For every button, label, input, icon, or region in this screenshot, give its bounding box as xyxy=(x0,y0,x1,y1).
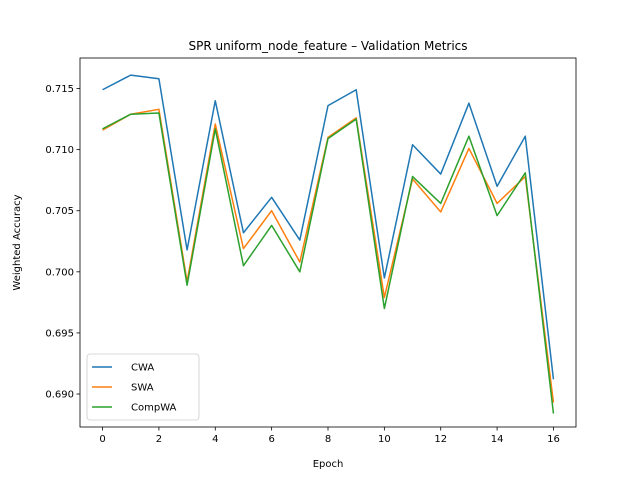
legend-box xyxy=(86,353,200,421)
y-tick-label: 0.710 xyxy=(45,145,74,156)
legend-label: CompWA xyxy=(131,403,177,414)
x-tick-label: 10 xyxy=(378,434,391,445)
x-tick-label: 16 xyxy=(547,434,560,445)
x-tick-label: 0 xyxy=(99,434,105,445)
x-tick-label: 4 xyxy=(212,434,218,445)
plot-lines xyxy=(102,74,555,414)
x-tick-label: 2 xyxy=(156,434,162,445)
y-tick-label: 0.695 xyxy=(45,328,74,339)
x-tick-label: 6 xyxy=(268,434,274,445)
series-line-cwa xyxy=(102,74,555,380)
x-axis-ticks: 0 2 4 6 8 10 12 14 16 xyxy=(99,427,560,445)
x-tick-label: 14 xyxy=(491,434,504,445)
legend-label: SWA xyxy=(131,383,154,394)
legend-label: CWA xyxy=(131,363,154,374)
y-tick-label: 0.700 xyxy=(45,267,74,278)
y-tick-label: 0.705 xyxy=(45,206,74,217)
series-line-compwa xyxy=(102,112,555,414)
y-axis-ticks: 0.690 0.695 0.700 0.705 0.710 0.715 xyxy=(45,84,80,401)
y-tick-label: 0.690 xyxy=(45,390,74,401)
y-tick-label: 0.715 xyxy=(45,84,74,95)
x-axis-label: Epoch xyxy=(313,459,344,470)
legend: CWA SWA CompWA xyxy=(86,353,200,421)
x-tick-label: 12 xyxy=(434,434,447,445)
chart-title: SPR uniform_node_feature – Validation Me… xyxy=(188,39,467,53)
y-axis-label: Weighted Accuracy xyxy=(12,194,23,290)
x-tick-label: 8 xyxy=(325,434,331,445)
